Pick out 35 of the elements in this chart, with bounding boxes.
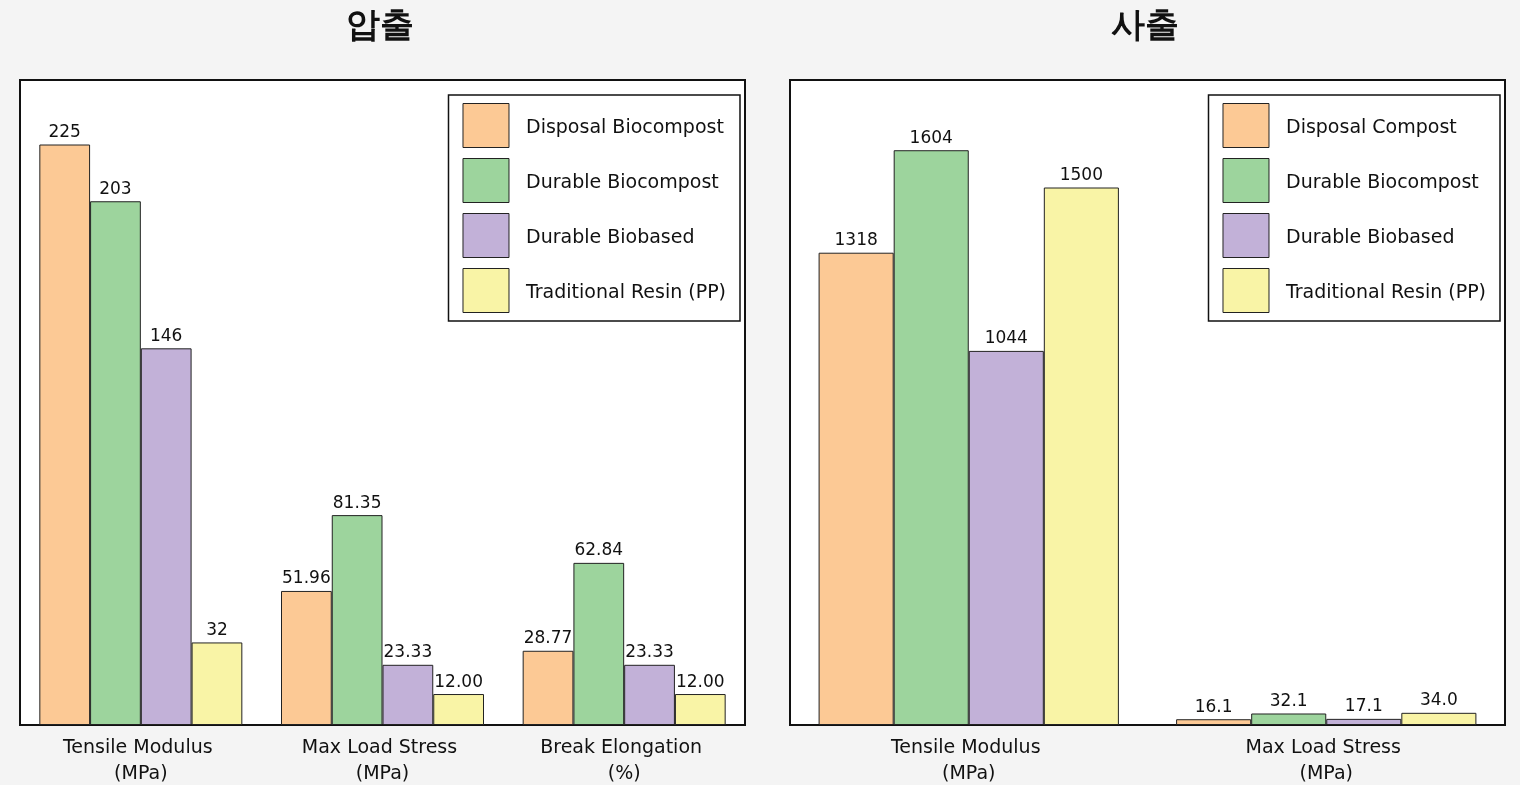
x-tick-label: Max Load Stress (MPa) xyxy=(1245,735,1407,783)
data-label: 146 xyxy=(149,324,183,345)
legend-label: Traditional Resin (PP) xyxy=(1285,279,1487,302)
data-label: 1604 xyxy=(909,126,953,147)
data-label: 1318 xyxy=(834,229,878,250)
chart-title: 압출 xyxy=(346,4,414,44)
data-label: 23.33 xyxy=(383,641,433,662)
legend-label: Traditional Resin (PP) xyxy=(525,279,727,302)
data-label: 17.1 xyxy=(1344,695,1383,716)
data-label: 1500 xyxy=(1059,164,1103,184)
data-label: 16.1 xyxy=(1194,695,1233,716)
legend-label: Durable Biobased xyxy=(1286,224,1455,247)
data-label: 23.33 xyxy=(625,641,674,662)
x-tick-label: Max Load Stress (MPa) xyxy=(301,735,464,783)
data-label: 62.84 xyxy=(574,539,624,560)
data-label: 1044 xyxy=(984,327,1028,348)
legend-label: Durable Biocompost xyxy=(526,169,719,192)
data-label: 28.77 xyxy=(523,627,573,648)
legend-label: Disposal Compost xyxy=(1286,114,1457,137)
legend-label: Durable Biocompost xyxy=(1286,169,1479,192)
data-label: 203 xyxy=(99,177,132,198)
data-label: 32.1 xyxy=(1269,690,1308,710)
data-label: 12.00 xyxy=(675,670,725,691)
chart-title: 사출 xyxy=(1111,4,1179,44)
data-label: 51.96 xyxy=(282,567,331,588)
data-label: 12.00 xyxy=(434,670,483,691)
x-tick-label: Tensile Modulus (MPa) xyxy=(61,735,219,783)
data-label: 32 xyxy=(206,618,228,639)
data-label: 225 xyxy=(48,121,81,141)
x-tick-label: Break Elongation (%) xyxy=(540,735,709,783)
x-tick-label: Tensile Modulus (MPa) xyxy=(889,735,1047,783)
data-label: 81.35 xyxy=(332,491,382,512)
legend-label: Durable Biobased xyxy=(526,224,695,247)
data-label: 34.0 xyxy=(1419,689,1458,710)
legend-label: Disposal Biocompost xyxy=(526,114,724,137)
